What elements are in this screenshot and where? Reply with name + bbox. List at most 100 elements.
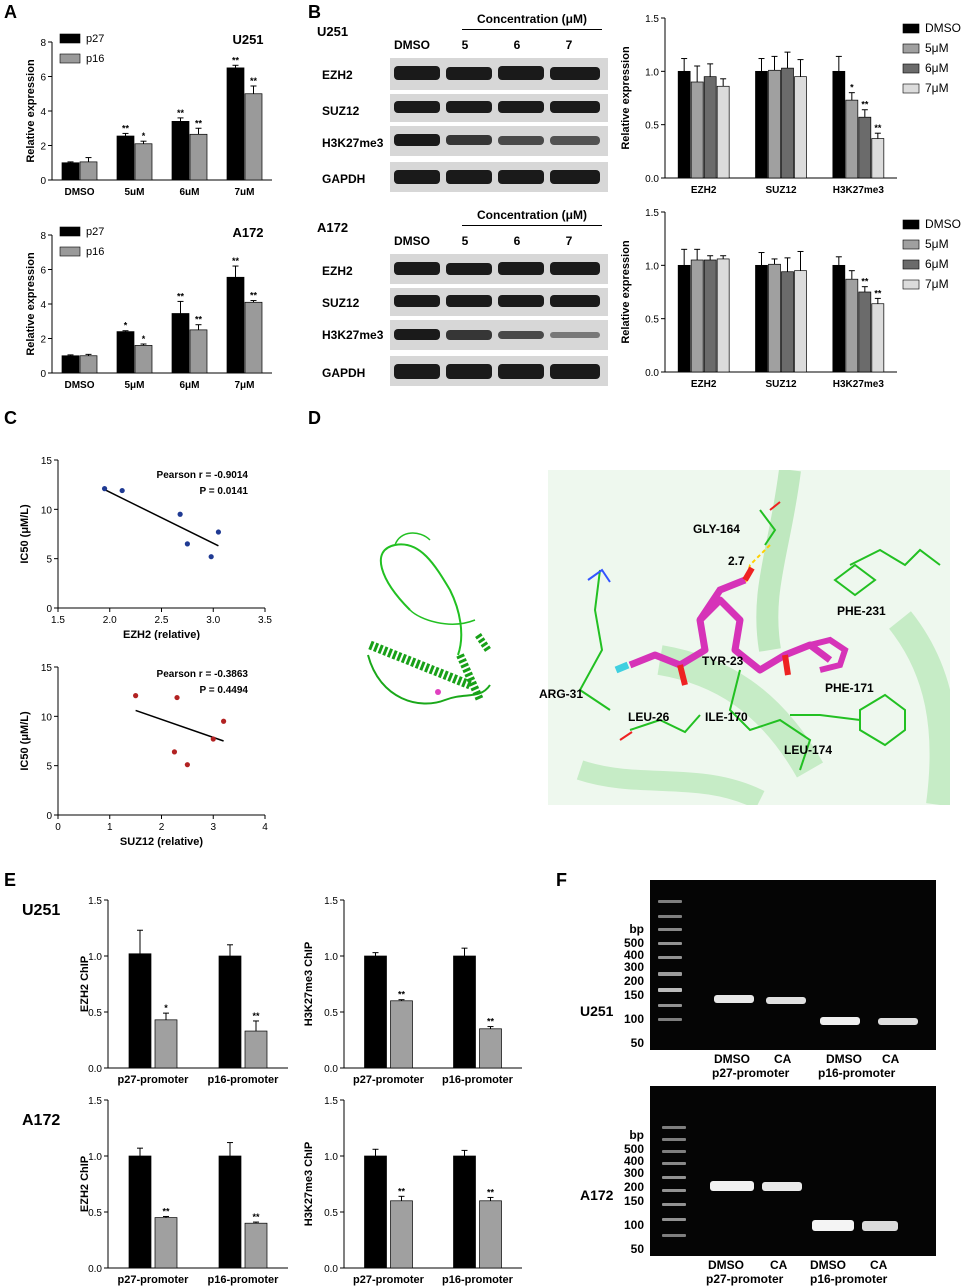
y-tick-label: 0 (40, 176, 46, 187)
legend-swatch (902, 279, 920, 290)
x-tick-label: p16-promoter (442, 1074, 514, 1086)
gel-band (878, 1018, 918, 1025)
data-point (221, 718, 227, 724)
bar (244, 1030, 268, 1069)
blot-row-label: H3K27me3 (322, 136, 384, 150)
bar (116, 331, 135, 374)
bar (871, 303, 885, 373)
blot-row-label: EZH2 (322, 68, 353, 82)
data-point (215, 529, 222, 535)
y-tick-label: 6 (40, 266, 46, 277)
significance-mark: ** (122, 123, 130, 133)
lane-label: 5 (461, 38, 469, 52)
ladder-unit: bp (629, 922, 644, 936)
bar (218, 955, 242, 1069)
legend-swatch (902, 43, 920, 54)
x-tick-label: 5μM (124, 187, 144, 195)
significance-mark: ** (252, 1011, 260, 1021)
x-tick-label: p27-promoter (353, 1274, 425, 1286)
concentration-label: Concentration (μM) (477, 12, 587, 26)
x-tick-label: p27-promoter (118, 1274, 190, 1286)
y-tick-label: 4 (40, 107, 46, 118)
concentration-line (462, 29, 602, 30)
y-tick-label: 0.0 (324, 1064, 338, 1075)
bar (116, 135, 135, 181)
residue-label: TYR-23 (702, 654, 744, 668)
blot-band (498, 66, 544, 80)
y-tick-label: 0.5 (88, 1208, 102, 1219)
chart-e-u251-ezh2: 0.0 0.5 1.0 1.5 EZH2 ChIP p27-promoter * p16-pr… (79, 896, 288, 1086)
bar (703, 259, 717, 373)
x-tick-label: 7μM (234, 187, 254, 195)
blot-band (394, 295, 440, 307)
bar (677, 70, 691, 179)
gel-cell-u251: U251 (580, 1003, 614, 1019)
y-tick-label: 1.0 (324, 952, 338, 963)
chart-c-suz12: 0 1 2 3 4 0 5 10 15 SUZ12 (relative) IC50 (μM/L) Pe… (19, 663, 268, 848)
bar (154, 1019, 178, 1069)
bar (61, 162, 80, 181)
y-tick-label: 1.0 (88, 1152, 102, 1163)
data-point (208, 554, 214, 560)
bar (226, 67, 245, 181)
blot-band (498, 364, 544, 379)
panel-label-e: E (4, 870, 17, 890)
stat-label: Pearson r = -0.3863 (157, 669, 249, 680)
significance-mark: ** (874, 123, 882, 133)
bar (755, 264, 768, 373)
e-cell-a172: A172 (22, 1112, 61, 1129)
significance-mark: ** (874, 288, 882, 298)
blot-band (550, 295, 600, 307)
gel-lane-label: DMSO (708, 1258, 744, 1272)
ladder-label: 200 (623, 1180, 644, 1194)
y-tick-label: 1.5 (645, 208, 659, 219)
gel-lane-label: DMSO (826, 1052, 862, 1066)
legend-swatch (59, 33, 81, 44)
legend-label: p16 (86, 53, 104, 65)
bar (244, 93, 263, 181)
lane-label: 7 (565, 38, 573, 52)
x-tick-label: 2 (159, 822, 165, 833)
stat-label: P = 0.0141 (200, 486, 249, 497)
y-tick-label: 15 (41, 663, 53, 674)
data-point (119, 487, 125, 494)
x-tick-label: 2.5 (155, 615, 169, 626)
y-tick-label: 1.5 (645, 14, 659, 25)
bar (79, 161, 98, 181)
y-tick-label: 10 (41, 505, 53, 516)
bar (364, 955, 387, 1069)
hbond-distance: 2.7 (728, 554, 745, 568)
x-tick-label: 6μM (179, 380, 199, 390)
bar (858, 291, 872, 373)
bar (781, 67, 794, 179)
significance-mark: ** (861, 100, 869, 110)
significance-mark: ** (177, 291, 185, 301)
bar (703, 76, 717, 179)
bar (453, 1155, 476, 1269)
significance-mark: * (142, 334, 146, 344)
gel-lane-label: CA (774, 1052, 792, 1066)
bar (154, 1217, 178, 1269)
legend-swatch (902, 63, 920, 74)
bar (128, 1155, 152, 1269)
gel-cell-a172: A172 (580, 1187, 614, 1203)
stat-label: P = 0.4494 (200, 685, 249, 696)
gel-promoter-label: p16-promoter (818, 1066, 896, 1080)
y-tick-label: 1.0 (645, 261, 659, 272)
agarose-gel-a172 (650, 1086, 936, 1256)
gel-band (766, 997, 806, 1004)
blot-row-label: SUZ12 (322, 296, 360, 310)
bar (128, 953, 152, 1069)
gel-band (710, 1181, 754, 1191)
bar (479, 1200, 502, 1269)
ladder-label: 300 (623, 960, 644, 974)
x-tick-label: DMSO (65, 380, 95, 390)
significance-mark: * (850, 83, 854, 93)
gel-promoter-label: p27-promoter (706, 1272, 784, 1286)
binding-site (548, 470, 950, 805)
blot-cell-name: A172 (317, 220, 349, 235)
blot-band (394, 170, 440, 184)
bar (390, 1200, 413, 1269)
x-tick-label: 5μM (124, 380, 144, 390)
